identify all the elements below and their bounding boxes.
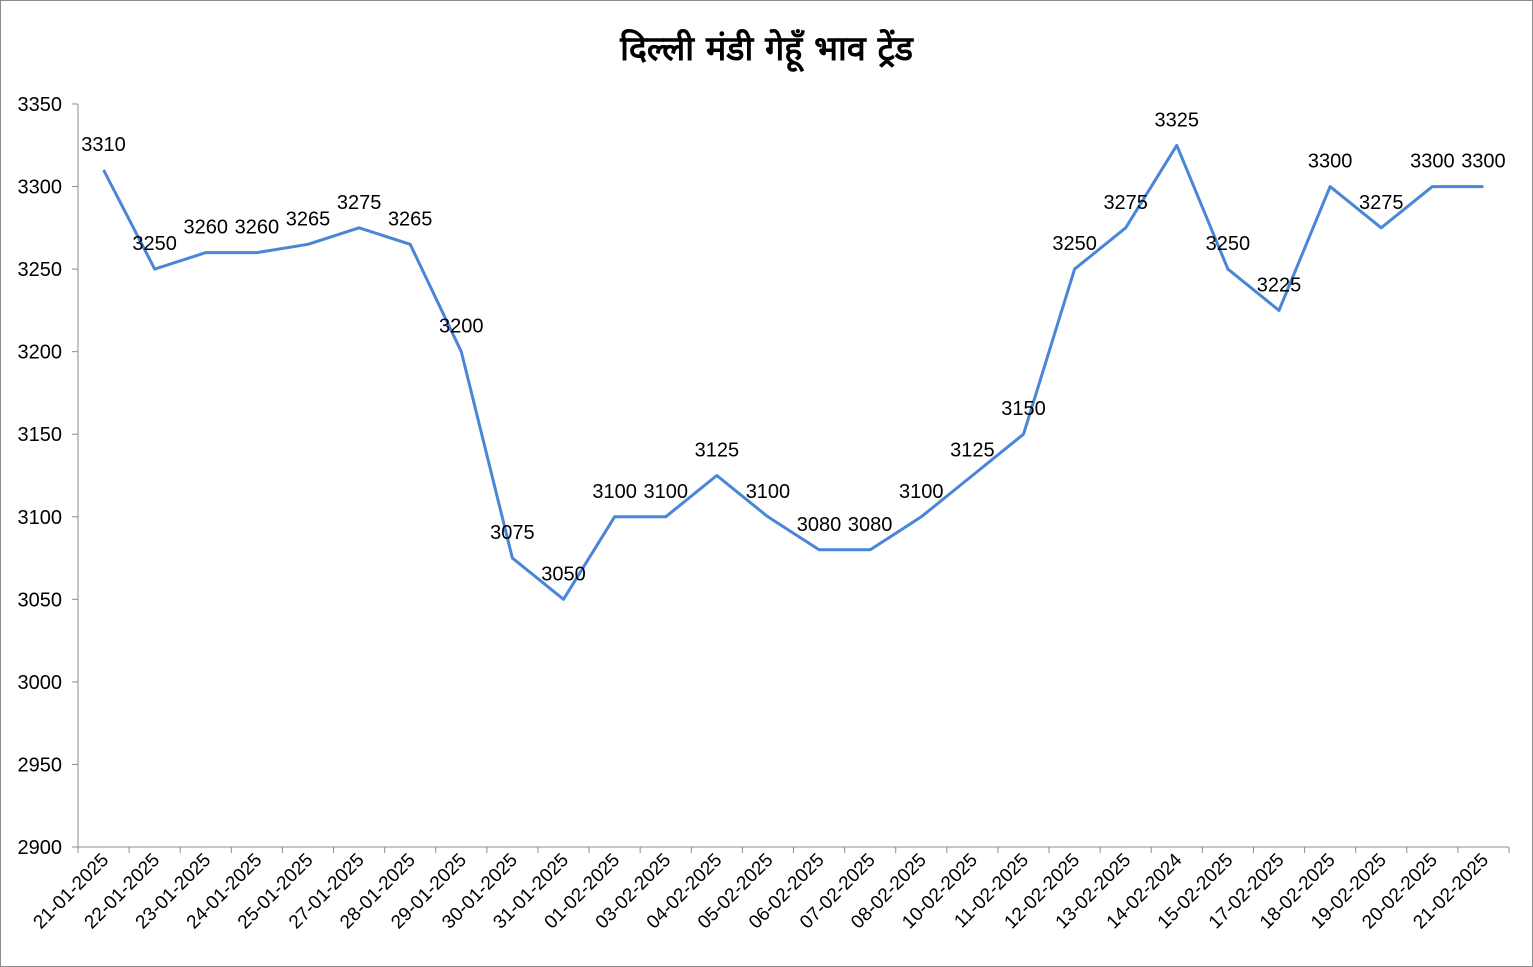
data-label: 3100 xyxy=(746,481,791,503)
data-label: 3300 xyxy=(1308,151,1353,173)
data-label: 3325 xyxy=(1155,109,1200,131)
data-label: 3100 xyxy=(899,481,944,503)
y-tick-label: 3250 xyxy=(18,259,63,281)
data-label: 3050 xyxy=(541,563,586,585)
data-label: 3250 xyxy=(132,233,177,255)
y-tick-label: 3000 xyxy=(18,672,63,694)
y-tick-label: 3050 xyxy=(18,589,63,611)
chart-title: दिल्ली मंडी गेहूँ भाव ट्रेंड xyxy=(620,29,913,69)
data-label: 3265 xyxy=(286,208,331,230)
data-label: 3250 xyxy=(1206,233,1251,255)
y-tick-label: 3300 xyxy=(18,177,63,199)
data-label: 3100 xyxy=(643,481,688,503)
data-label: 3100 xyxy=(592,481,637,503)
data-label: 3275 xyxy=(337,192,382,214)
data-label: 3200 xyxy=(439,316,484,338)
data-label: 3275 xyxy=(1359,192,1404,214)
y-tick-label: 3200 xyxy=(18,342,63,364)
data-labels: 3310 3250 3260 3260 3265 3275 3265 3200 3075 3050… xyxy=(81,109,1505,585)
y-tick-label: 2900 xyxy=(18,837,63,859)
data-label: 3225 xyxy=(1257,274,1302,296)
data-label: 3125 xyxy=(695,440,740,462)
data-label: 3275 xyxy=(1103,192,1148,214)
x-axis-ticks: 21-01-202522-01-202523-01-202524-01-2025… xyxy=(30,847,1510,933)
data-label: 3260 xyxy=(184,217,229,239)
data-label: 3080 xyxy=(797,514,842,536)
data-label: 3260 xyxy=(235,217,280,239)
y-tick-label: 3100 xyxy=(18,507,63,529)
data-label: 3250 xyxy=(1052,233,1097,255)
data-label: 3080 xyxy=(848,514,893,536)
series-line xyxy=(102,143,1484,601)
data-label: 3265 xyxy=(388,208,433,230)
y-tick-label: 3350 xyxy=(18,94,63,116)
data-label: 3300 xyxy=(1410,151,1455,173)
data-label: 3125 xyxy=(950,440,995,462)
y-tick-label: 3150 xyxy=(18,424,63,446)
y-axis-ticks: 2900 2950 3000 3050 3100 3150 3200 3250 3300 3350 xyxy=(18,94,78,859)
y-tick-label: 2950 xyxy=(18,754,63,776)
data-label: 3075 xyxy=(490,522,535,544)
data-label: 3310 xyxy=(81,134,126,156)
series-group xyxy=(102,143,1484,601)
data-label: 3150 xyxy=(1001,398,1046,420)
data-label: 3300 xyxy=(1461,151,1506,173)
